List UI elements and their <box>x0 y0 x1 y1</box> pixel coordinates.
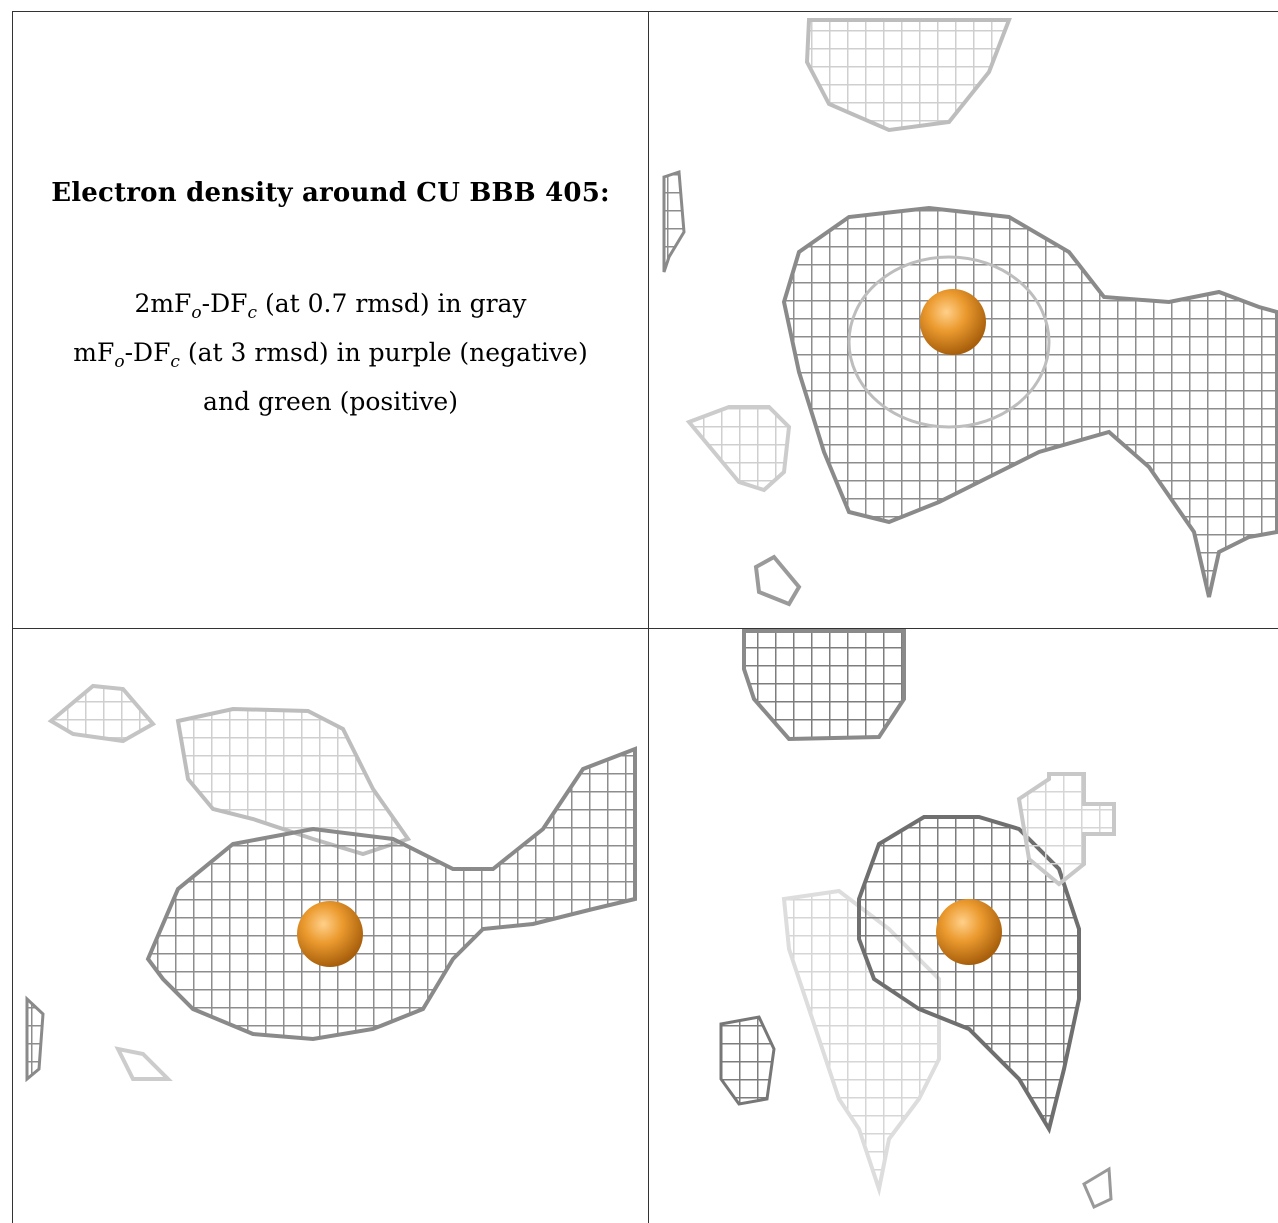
mesh-blob-top <box>804 18 1012 133</box>
caption-line-green: and green (positive) <box>203 387 458 416</box>
table-top-border <box>12 11 1278 12</box>
mesh-blob-small <box>719 1015 1113 1210</box>
density-panel-top-right <box>662 18 1278 607</box>
density-panel-bottom-left <box>25 683 637 1083</box>
density-panel-bottom-right <box>719 629 1116 1210</box>
caption-cell: Electron density around CU BBB 405: 2mFo… <box>13 12 648 628</box>
cu-atom-sphere <box>920 289 986 355</box>
caption-line-purple: mFo-DFc (at 3 rmsd) in purple (negative) <box>73 338 588 372</box>
mesh-blob-main <box>857 772 1116 1135</box>
table-horizontal-divider-right <box>648 628 1278 629</box>
cu-atom-sphere <box>936 899 1002 965</box>
mesh-blob-main <box>145 746 637 1042</box>
caption-description: 2mFo-DFc (at 0.7 rmsd) in gray mFo-DFc (… <box>13 284 648 421</box>
mesh-blob-small <box>25 683 173 1083</box>
table-horizontal-divider-left <box>12 628 648 629</box>
mesh-blob-top <box>742 629 906 742</box>
caption-line-gray: 2mFo-DFc (at 0.7 rmsd) in gray <box>134 289 527 323</box>
caption-title: Electron density around CU BBB 405: <box>51 178 610 208</box>
table-left-border <box>12 12 13 1223</box>
mesh-blob-main <box>781 205 1278 598</box>
cu-atom-sphere <box>297 901 363 967</box>
table-vertical-divider <box>648 12 649 1223</box>
mesh-blob-small-left <box>662 169 802 607</box>
